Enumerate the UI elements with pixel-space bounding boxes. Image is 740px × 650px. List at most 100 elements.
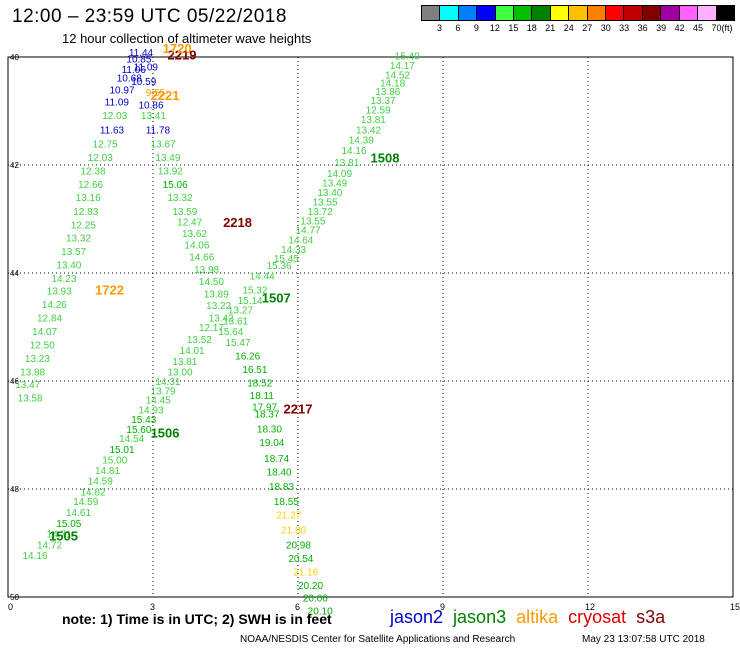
track-time-label: 1508 <box>371 150 400 165</box>
satellite-legend: jason2 jason3 altika cryosat s3a <box>390 607 675 628</box>
colorbar-swatch <box>440 6 459 20</box>
wave-height-value: 13.98 <box>194 265 219 276</box>
wave-height-value: 13.23 <box>25 354 50 365</box>
track-time-label: 1720 <box>163 41 192 56</box>
wave-height-value: 18.40 <box>267 468 292 479</box>
track-time-label: 2221 <box>151 88 180 103</box>
wave-height-value: 14.01 <box>180 346 205 357</box>
colorbar-swatch <box>532 6 551 20</box>
colorbar-swatch <box>458 6 478 20</box>
wave-height-value: 14.52 <box>385 71 410 82</box>
wave-height-value: 11.09 <box>134 63 159 74</box>
longitude-label: 6 <box>295 602 300 612</box>
colorbar-tick-label: 30 <box>600 23 611 33</box>
colorbar-swatch <box>606 6 625 20</box>
colorbar-tick-label: 27 <box>582 23 593 33</box>
wave-height-value: 10.68 <box>117 73 142 84</box>
colorbar-swatch <box>550 6 570 20</box>
wave-height-value: 14.26 <box>42 300 67 311</box>
wave-height-value: 13.00 <box>168 368 193 379</box>
colorbar-swatch <box>422 6 441 20</box>
wave-height-value: 14.82 <box>81 487 106 498</box>
wave-height-value: 14.16 <box>342 146 367 157</box>
latitude-label: 48 <box>10 485 19 494</box>
colorbar-swatch <box>624 6 643 20</box>
wave-height-value: 12.83 <box>73 207 98 218</box>
wave-height-value: 13.92 <box>158 167 183 178</box>
wave-height-value: 13.57 <box>61 247 86 258</box>
wave-height-value: 18.74 <box>264 454 289 465</box>
wave-height-value: 14.44 <box>250 271 275 282</box>
map-subtitle: 12 hour collection of altimeter wave hei… <box>62 31 312 46</box>
colorbar-tick-label: 36 <box>637 23 648 33</box>
wave-height-value: 20.98 <box>286 540 311 551</box>
wave-height-value: 13.47 <box>15 380 40 391</box>
wave-height-value: 14.61 <box>66 508 91 519</box>
wave-height-value: 13.49 <box>155 153 180 164</box>
timestamp-text: May 23 13:07:58 UTC 2018 <box>582 634 705 645</box>
colorbar-tick-label: 39 <box>656 23 667 33</box>
wave-height-value: 14.45 <box>146 396 171 407</box>
wave-height-value: 15.06 <box>163 180 188 191</box>
wave-height-value: 14.81 <box>95 466 120 477</box>
wave-height-value: 12.75 <box>93 140 118 151</box>
wave-height-value: 21.80 <box>281 525 306 536</box>
longitude-label: 12 <box>585 602 595 612</box>
longitude-label: 0 <box>8 602 13 612</box>
wave-height-value: 14.72 <box>37 540 62 551</box>
wave-height-value: 16.51 <box>242 365 267 376</box>
latitude-label: 50 <box>10 593 19 602</box>
map-title: 12:00 – 23:59 UTC 05/22/2018 <box>12 6 287 27</box>
colorbar-tick-label: 45 <box>693 23 704 33</box>
colorbar-tick-label: 42 <box>674 23 685 33</box>
wave-height-value: 14.50 <box>199 277 224 288</box>
wave-height-value: 12.03 <box>88 153 113 164</box>
wave-height-value: 12.17 <box>199 323 224 334</box>
wave-height-value: 18.55 <box>274 497 299 508</box>
satellite-label: jason3 <box>453 607 507 627</box>
satellite-label: jason2 <box>390 607 444 627</box>
wave-height-value: 15.60 <box>126 425 151 436</box>
wave-height-value: 15.40 <box>395 52 420 63</box>
wave-height-value: 11.06 <box>122 65 147 76</box>
wave-height-value: 20.20 <box>298 581 323 592</box>
wave-height-value: 14.18 <box>380 79 405 90</box>
wave-height-value: 15.00 <box>102 456 127 467</box>
wave-height-value: 13.40 <box>56 261 81 272</box>
satellite-label: altika <box>516 607 559 627</box>
wave-height-value: 16.26 <box>235 351 260 362</box>
colorbar-swatch <box>679 6 699 20</box>
wave-height-value: 14.93 <box>139 405 164 416</box>
wave-height-value: 12.25 <box>71 221 96 232</box>
wave-height-value: 13.93 <box>47 287 72 298</box>
wave-height-value: 14.64 <box>288 235 313 246</box>
wave-height-value: 14.09 <box>327 169 352 180</box>
wave-height-value: 14.66 <box>189 253 214 264</box>
colorbar-swatch <box>587 6 607 20</box>
wave-height-value: 18.52 <box>247 378 272 389</box>
track-time-label: 1722 <box>95 283 124 298</box>
wave-height-value: 13.42 <box>209 314 234 325</box>
colorbar-swatch <box>514 6 533 20</box>
wave-height-value: 19.04 <box>259 438 284 449</box>
wave-height-value: 15.01 <box>110 445 135 456</box>
latitude-label: 46 <box>10 377 19 386</box>
wave-height-value: 9.55 <box>146 88 166 99</box>
wave-height-value: 14.31 <box>155 377 180 388</box>
wave-height-value: 14.33 <box>281 245 306 256</box>
wave-height-value: 11.44 <box>129 48 154 59</box>
track-time-label: 2218 <box>223 215 252 230</box>
wave-height-value: 14.77 <box>296 226 321 237</box>
track-time-label: 2219 <box>168 48 197 63</box>
wave-height-value: 12.47 <box>177 217 202 228</box>
wave-height-value: 20.06 <box>303 593 328 604</box>
wave-height-value: 11.09 <box>105 98 130 109</box>
wave-height-value: 12.59 <box>366 106 391 117</box>
wave-height-value: 13.32 <box>168 193 193 204</box>
wave-height-value: 11.63 <box>100 126 125 137</box>
credit-text: NOAA/NESDIS Center for Satellite Applica… <box>240 634 516 645</box>
wave-height-value: 14.16 <box>23 551 48 562</box>
wave-height-value: 20.54 <box>288 554 313 565</box>
wave-height-value: 13.27 <box>228 306 253 317</box>
